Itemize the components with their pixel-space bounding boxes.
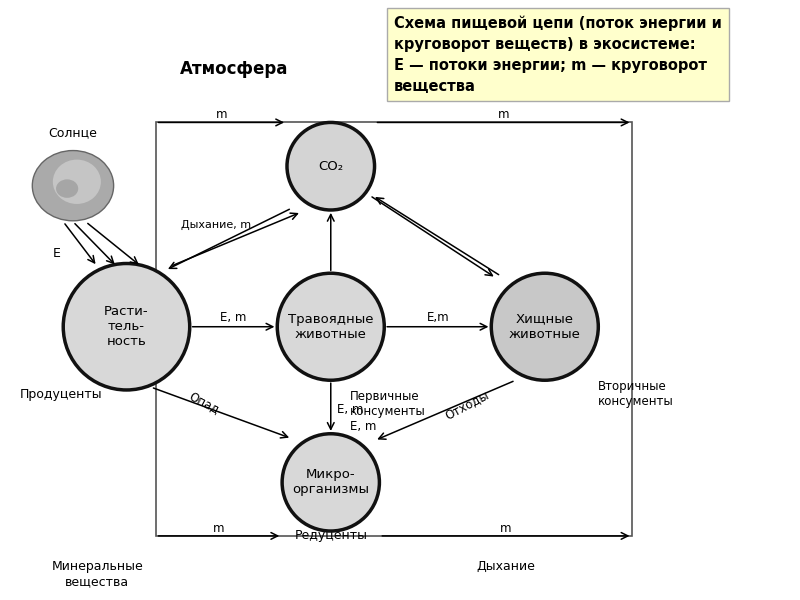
Text: Схема пищевой цепи (поток энергии и
круговорот веществ) в экосистеме:
Е — потоки: Схема пищевой цепи (поток энергии и круг… xyxy=(394,16,722,94)
Text: Расти-
тель-
ность: Расти- тель- ность xyxy=(104,305,149,348)
Ellipse shape xyxy=(32,151,114,221)
Circle shape xyxy=(63,263,190,390)
Text: E, m: E, m xyxy=(337,403,363,416)
Text: Хищные
животные: Хищные животные xyxy=(509,313,581,341)
Text: Редуценты: Редуценты xyxy=(294,529,367,542)
Text: Дыхание, m: Дыхание, m xyxy=(181,220,251,230)
Text: m: m xyxy=(215,108,227,121)
Circle shape xyxy=(282,434,379,531)
Text: Травоядные
животные: Травоядные животные xyxy=(288,313,374,341)
Text: m: m xyxy=(500,521,512,535)
Text: Продуценты: Продуценты xyxy=(19,388,102,401)
Text: Отходы: Отходы xyxy=(443,388,491,422)
Text: E, m: E, m xyxy=(220,311,246,323)
Text: CO₂: CO₂ xyxy=(318,160,343,173)
Text: E,m: E,m xyxy=(426,311,449,323)
Circle shape xyxy=(491,273,598,380)
Text: Вторичные
консументы: Вторичные консументы xyxy=(598,380,674,408)
Text: Атмосфера: Атмосфера xyxy=(180,60,288,78)
Text: m: m xyxy=(498,108,509,121)
Bar xyxy=(156,122,632,536)
Ellipse shape xyxy=(53,160,101,204)
Text: Солнце: Солнце xyxy=(49,126,98,139)
Text: Дыхание: Дыхание xyxy=(477,560,535,573)
Text: Микро-
организмы: Микро- организмы xyxy=(292,469,370,496)
Text: E: E xyxy=(53,247,60,260)
Text: Минеральные
вещества: Минеральные вещества xyxy=(51,560,143,588)
Text: m: m xyxy=(213,521,225,535)
Text: Первичные
консументы
E, m: Первичные консументы E, m xyxy=(350,390,426,433)
Circle shape xyxy=(287,122,374,210)
Circle shape xyxy=(278,273,384,380)
Text: Опад: Опад xyxy=(187,389,222,416)
Ellipse shape xyxy=(56,179,78,198)
